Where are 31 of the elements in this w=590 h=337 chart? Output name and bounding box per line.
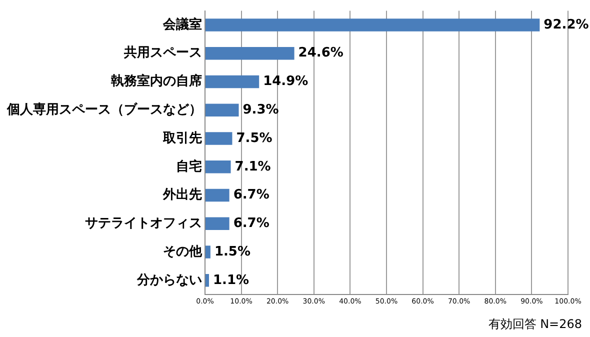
bar	[206, 274, 209, 287]
y-tick-label: 分からない	[136, 272, 202, 288]
y-tick-label: サテライトオフィス	[85, 216, 202, 232]
y-tick-label: 取引先	[162, 130, 202, 146]
bar	[206, 75, 260, 88]
data-label: 7.1%	[234, 159, 271, 174]
data-label: 24.6%	[298, 46, 344, 61]
bar	[206, 104, 239, 117]
data-label: 7.5%	[236, 130, 272, 146]
y-tick-label: 外出先	[162, 188, 202, 203]
data-label: 6.7%	[233, 188, 270, 203]
bar	[206, 18, 540, 32]
y-tick-label: 会議室	[162, 16, 202, 32]
data-label: 9.3%	[242, 102, 279, 118]
data-label: 1.5%	[214, 244, 251, 260]
data-label: 92.2%	[544, 17, 589, 32]
data-label: 6.7%	[233, 216, 270, 232]
y-tick-label: 個人専用スペース（ブースなど）	[6, 102, 202, 118]
y-tick-label: その他	[163, 244, 203, 260]
bar	[206, 46, 294, 60]
data-label: 14.9%	[263, 74, 308, 90]
bar	[206, 188, 230, 202]
y-tick-label: 共用スペース	[123, 46, 202, 61]
bar	[206, 132, 232, 145]
text: 有効回答 N=268	[488, 317, 582, 332]
y-tick-label: 自宅	[176, 158, 202, 174]
y-tick-label: 執務室内の自席	[110, 73, 202, 90]
bar	[206, 160, 231, 174]
bar	[206, 246, 210, 258]
bar	[206, 217, 230, 230]
data-label: 1.1%	[212, 272, 250, 288]
